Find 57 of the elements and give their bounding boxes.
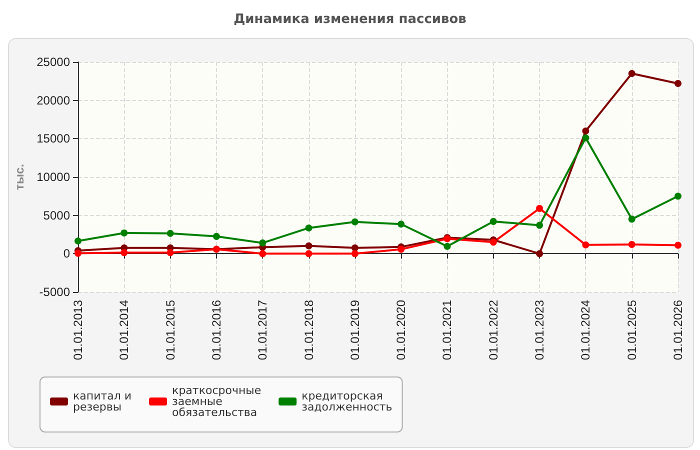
point [490, 218, 497, 225]
legend-label: краткосрочные заемные обязательства [172, 384, 265, 419]
x-tick-label: 01.01.2026 [671, 300, 685, 360]
point [582, 241, 590, 248]
x-tick-label: 01.01.2018 [302, 300, 316, 360]
y-tick-label: 5000 [43, 208, 70, 222]
point [351, 218, 358, 226]
point [259, 250, 266, 258]
x-tick-label: 01.01.2019 [348, 300, 362, 360]
point [674, 80, 682, 87]
x-tick-label: 01.01.2024 [578, 300, 593, 360]
point [212, 232, 220, 240]
x-tick-label: 01.01.2023 [532, 300, 547, 360]
point [628, 216, 636, 223]
point [628, 240, 636, 248]
x-tick-label: 01.01.2021 [440, 300, 454, 360]
point [674, 242, 682, 249]
y-tick-label: 15000 [36, 132, 70, 146]
point [628, 70, 636, 77]
x-tick-label: 01.01.2020 [394, 300, 408, 360]
x-tick-label: 01.01.2017 [256, 300, 270, 360]
y-tick-label: 0 [63, 246, 70, 261]
point [582, 134, 590, 142]
point [166, 230, 174, 237]
y-tick-label: 20000 [36, 93, 70, 108]
y-tick-label: 25000 [36, 55, 70, 69]
point [582, 128, 590, 134]
point [305, 242, 312, 250]
y-tick-label: 10000 [36, 170, 70, 184]
y-axis-title: тыс. [12, 164, 27, 190]
point [398, 220, 405, 228]
legend-label: кредиторская задолженность [302, 390, 392, 414]
point [166, 249, 174, 256]
point [444, 242, 451, 250]
point [305, 224, 312, 232]
point [398, 246, 405, 253]
point [120, 249, 128, 256]
x-tick-label: 01.01.2013 [71, 300, 85, 360]
point [536, 250, 544, 258]
chart-title: Динамика изменения пассивов [232, 12, 468, 27]
x-tick-label: 01.01.2025 [624, 300, 639, 360]
x-tick-label: 01.01.2015 [163, 300, 178, 360]
x-tick-label: 01.01.2016 [209, 300, 224, 360]
x-tick-label: 01.01.2014 [117, 300, 132, 360]
point [536, 222, 544, 229]
point [674, 192, 682, 200]
y-tick-label: -5000 [39, 285, 70, 299]
x-tick-label: 01.01.2022 [486, 300, 500, 360]
point [351, 250, 358, 258]
point [305, 250, 312, 258]
point [259, 239, 266, 246]
point [536, 204, 544, 212]
point [490, 238, 497, 246]
legend-label: капитал и резервы [73, 390, 136, 414]
point [351, 244, 358, 252]
point [120, 229, 128, 236]
point [74, 238, 82, 245]
